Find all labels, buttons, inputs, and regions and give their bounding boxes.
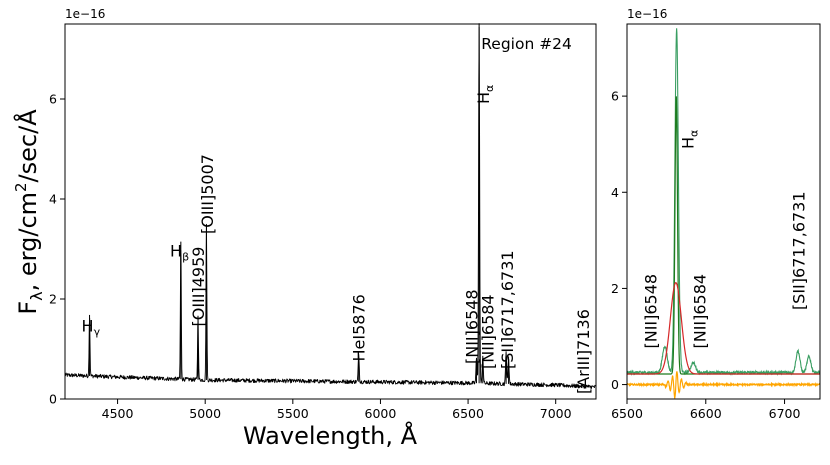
y-label-units-1: , erg/cm	[14, 192, 42, 291]
main-label-hg-sub: γ	[94, 326, 101, 339]
main-axes-frame	[64, 23, 597, 400]
main-label-hb-sub: β	[182, 251, 189, 264]
zoom-ytick-label: 6	[611, 89, 619, 104]
y-label-flux-symbol: F	[14, 301, 42, 315]
main-label-hei5876: HeI5876	[350, 294, 369, 361]
main-label-ha-sub: α	[483, 85, 496, 92]
zoom-label-ha: Hα	[679, 130, 701, 149]
main-ytick-label: 2	[49, 292, 57, 307]
zoom-xtick-label: 6500	[611, 406, 643, 421]
main-label-hg-main: H	[82, 317, 94, 336]
zoom-label-nii6548: [NII]6548	[642, 274, 661, 349]
zoom-xtick-label: 6600	[690, 406, 722, 421]
x-axis-label: Wavelength, Å	[243, 421, 418, 450]
main-xtick-label: 4500	[102, 406, 134, 421]
zoom-halpha-panel: 6500 6600 6700 0 2 4 6 [NII]6548 Hα [NII]6584 [SI…	[611, 7, 821, 421]
main-spectrum-line	[64, 26, 597, 390]
zoom-ytick-label: 2	[611, 281, 619, 296]
zoom-plot-area	[627, 24, 820, 399]
zoom-label-sii: [SII]6717,6731	[790, 191, 809, 310]
main-xtick-label: 5000	[189, 406, 221, 421]
main-label-ha-main: H	[474, 92, 493, 104]
main-ytick-label: 6	[49, 92, 57, 107]
zoom-series-lines	[626, 28, 821, 399]
main-label-nii6584: [NII]6584	[478, 294, 497, 369]
main-xtick-label: 7000	[540, 406, 572, 421]
main-plot-area	[65, 24, 596, 399]
zoom-ytick-label: 0	[611, 377, 619, 392]
y-label-lambda-sub: λ	[27, 291, 46, 300]
region-annotation: Region #24	[481, 35, 572, 53]
zoom-label-nii6584: [NII]6584	[690, 274, 709, 349]
zoom-ytick-label: 4	[611, 185, 619, 200]
main-label-hg: Hγ	[82, 317, 101, 339]
main-xtick-label: 6000	[365, 406, 397, 421]
zoom-label-ha-main: H	[679, 137, 698, 149]
main-label-sii: [SII]6717,6731	[498, 250, 517, 369]
main-ytick-label: 0	[49, 392, 57, 407]
zoom-line-labels: [NII]6548 Hα [NII]6584 [SII]6717,6731	[642, 130, 809, 349]
zoom-offset-text: 1e−16	[627, 7, 667, 21]
main-ytick-label: 4	[49, 192, 57, 207]
zoom-series-broad	[627, 282, 820, 375]
main-xtick-label: 5500	[277, 406, 309, 421]
main-axis-ticks: 4500 5000 5500 6000 6500 7000 0 2 4 6	[49, 92, 572, 422]
zoom-axes-frame	[626, 23, 821, 400]
main-label-oiii5007: [OIII]5007	[198, 154, 217, 234]
y-axis-label: Fλ, erg/cm2/sec/Å	[12, 109, 46, 315]
zoom-xtick-label: 6700	[769, 406, 801, 421]
zoom-axis-ticks: 6500 6600 6700 0 2 4 6	[611, 89, 800, 421]
main-label-oiii4959: [OIII]4959	[189, 247, 208, 327]
zoom-series-residual	[626, 371, 821, 399]
y-label-superscript: 2	[12, 182, 30, 192]
main-label-hb-main: H	[170, 242, 182, 261]
main-label-hb: Hβ	[170, 242, 189, 264]
main-label-nii6548: [NII]6548	[463, 289, 482, 364]
y-label-units-2: /sec/Å	[13, 109, 42, 183]
zoom-label-ha-sub: α	[688, 130, 701, 137]
main-xtick-label: 6500	[452, 406, 484, 421]
main-offset-text: 1e−16	[65, 7, 105, 21]
main-label-ariii: [ArIII]7136	[574, 309, 593, 394]
